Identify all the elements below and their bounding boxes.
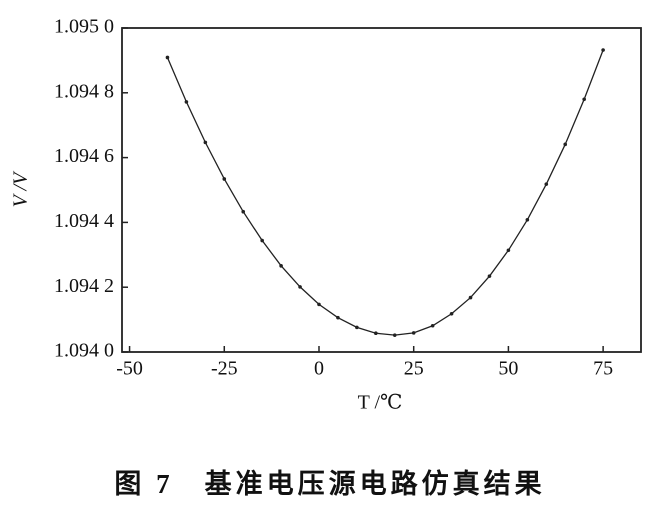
data-point bbox=[260, 238, 264, 243]
data-point bbox=[298, 285, 302, 289]
x-axis-label: T /℃ bbox=[358, 392, 403, 414]
x-tick-label: 75 bbox=[593, 358, 613, 380]
y-tick-label: 1.095 0 bbox=[54, 16, 114, 38]
data-point bbox=[430, 323, 435, 328]
data-point bbox=[392, 333, 397, 337]
y-tick-label: 1.094 0 bbox=[54, 340, 114, 362]
x-tick-label: -25 bbox=[211, 358, 238, 380]
x-tick-label: 50 bbox=[498, 358, 518, 380]
x-tick-label: -50 bbox=[116, 358, 143, 380]
data-point bbox=[563, 142, 568, 147]
data-point bbox=[222, 177, 227, 181]
line-series bbox=[166, 49, 604, 336]
data-point bbox=[374, 331, 378, 336]
y-tick-label: 1.094 6 bbox=[54, 145, 114, 167]
y-tick-label: 1.094 2 bbox=[54, 275, 114, 297]
data-point bbox=[506, 248, 511, 253]
data-point bbox=[203, 140, 208, 145]
data-point bbox=[241, 209, 246, 214]
data-point bbox=[355, 325, 359, 330]
data-point bbox=[487, 274, 492, 278]
data-point bbox=[317, 302, 321, 307]
figure-caption: 图 7 基准电压源电路仿真结果 bbox=[114, 468, 545, 499]
data-point bbox=[411, 331, 416, 335]
data-point bbox=[184, 100, 189, 104]
data-point bbox=[582, 97, 586, 102]
plot-frame bbox=[121, 27, 642, 353]
data-point bbox=[544, 182, 549, 186]
data-point bbox=[525, 218, 530, 222]
y-tick-label: 1.094 8 bbox=[54, 80, 114, 102]
data-point bbox=[165, 55, 170, 60]
y-axis-label: V /V bbox=[10, 170, 32, 207]
data-point bbox=[449, 311, 454, 316]
data-point bbox=[468, 295, 473, 300]
x-tick-label: 0 bbox=[314, 358, 324, 380]
x-tick-label: 25 bbox=[404, 358, 424, 380]
data-point bbox=[279, 264, 283, 268]
data-point bbox=[336, 315, 340, 320]
y-tick-label: 1.094 4 bbox=[54, 210, 114, 232]
data-point bbox=[601, 48, 605, 52]
